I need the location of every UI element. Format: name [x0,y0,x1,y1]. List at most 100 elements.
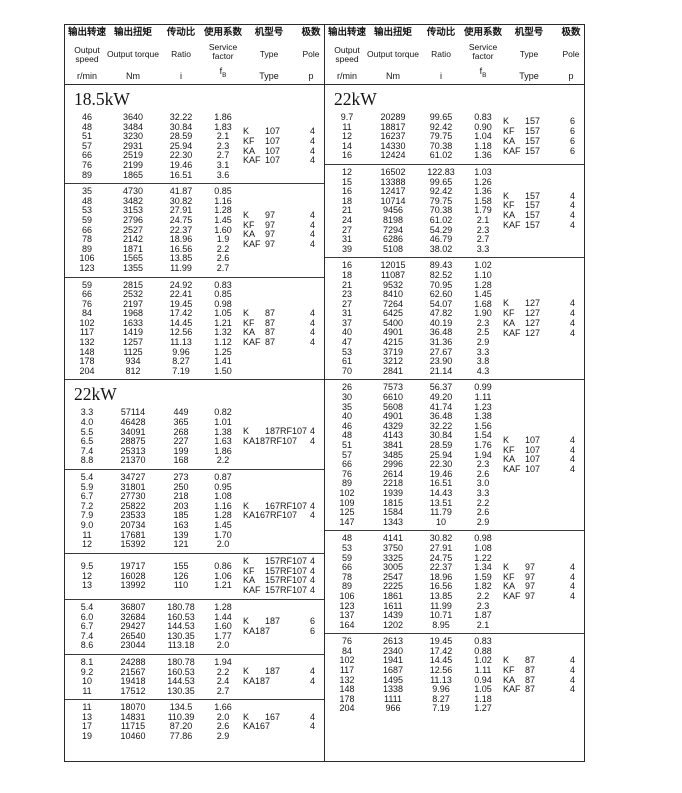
torque-value: 3841 [382,440,404,450]
ratio-value: 185 [173,510,189,521]
service-factor-value: 1.60 [214,224,232,235]
service-factor-value: 1.05 [214,308,232,319]
speed-value: 16 [341,186,352,197]
torque-value: 21567 [120,666,146,677]
type-size: 107 [265,125,281,136]
type-name: KAF [503,591,521,602]
torque-value: 1439 [382,610,404,621]
ratio-value: 11.13 [170,337,192,348]
type-group: K 187 6 KA187 6 [243,616,324,637]
type-size: 157 [525,145,541,156]
pole-value: 4 [310,585,316,596]
type-size: 127 [525,298,541,309]
numeric-rows: 9.5 19717 155 0.86 12 16028 126 1.06 13 13992 110 1… [67,561,243,591]
service-factor-value: 0.95 [214,481,232,492]
speed-value: 66 [81,224,92,235]
ratio-value: 54.29 [429,224,453,235]
header-cell-service-factor: 使用系数 Service factor fB [463,28,503,81]
speed-value: 178 [339,693,355,704]
speed-value: 204 [339,703,355,714]
torque-value: 4143 [382,430,404,441]
torque-value: 5108 [382,243,404,254]
torque-value: 3005 [382,562,404,573]
speed-value: 11 [82,685,92,696]
type-name: KA [243,229,256,240]
service-factor-value: 1.94 [214,656,232,667]
type-group: K 97 4 KF 97 4 KA 97 4 KAF 97 4 [503,562,584,602]
type-group: K 187RF107 4 KA187RF107 4 [243,427,324,447]
speed-value: 12 [341,166,352,177]
service-factor-value: 0.85 [214,186,232,197]
service-factor-value: 1.01 [214,417,232,428]
torque-value: 1871 [122,243,144,254]
service-factor-value: 2.7 [216,262,230,273]
service-factor-value: 1.59 [474,571,492,582]
torque-value: 18070 [120,702,146,713]
service-factor-value: 1.60 [214,621,232,632]
type-name: K [243,666,250,677]
speed-value: 13 [81,711,92,722]
torque-value: 31801 [120,481,146,492]
torque-value: 14831 [120,711,146,722]
service-factor-value: 1.56 [474,420,492,431]
pole-value: 4 [310,676,316,687]
header-label-cn: 输出转速 [327,27,366,38]
speed-value: 70 [341,365,352,376]
service-factor-value: 2.7 [216,150,230,161]
speed-value: 132 [79,337,95,348]
torque-value: 934 [125,356,141,367]
header-unit: r/min [337,71,357,81]
ratio-value: 40.19 [429,317,453,328]
ratio-value: 47.82 [429,308,453,319]
torque-value: 4215 [382,337,404,348]
torque-value: 1125 [123,346,143,357]
type-name: KA [503,135,516,146]
ratio-value: 18.96 [429,571,453,582]
numeric-rows: 16 12015 89.43 1.02 18 11087 82.52 1.10 21 9532 70… [327,261,503,376]
torque-value: 12424 [380,150,406,161]
type-row: KAF 107 4 [243,156,324,166]
header-label-en: Output speed [334,44,360,64]
type-size: 157 [525,190,541,201]
speed-value: 57 [81,140,92,151]
torque-value: 2218 [382,478,404,489]
service-factor-value: 2.2 [476,497,490,508]
ratio-value: 31.36 [429,337,453,348]
section-title: 22kW [334,89,377,109]
header-cell-type: 机型号 Type Type [243,28,295,82]
type-name: KF [503,664,515,675]
pole-value: 4 [310,155,316,166]
speed-value: 11 [82,529,92,540]
ratio-value: 22.41 [169,289,193,300]
service-factor-value: 1.79 [474,205,492,216]
pole-value: 4 [310,575,316,586]
service-factor-value: 2.3 [216,140,230,151]
type-name: K [243,125,250,136]
service-factor-value: 1.25 [214,346,232,357]
ratio-value: 7.19 [172,365,190,376]
data-block: 76 2613 19.45 0.83 84 2340 17.42 0.88 102 1941 14.… [325,633,584,717]
service-factor-value: 1.22 [474,552,492,563]
data-block: 3.3 57114 449 0.82 4.0 46428 365 1.01 5.5 34091 26… [65,405,324,469]
data-block: 48 4141 30.82 0.98 53 3750 27.91 1.08 59 3325 24.7… [325,530,584,633]
type-name: K [503,298,510,309]
ratio-value: 168 [173,455,189,466]
service-factor-value: 2.3 [476,224,490,235]
pole-value: 4 [570,308,576,319]
speed-value: 46 [81,112,92,122]
service-factor-value: 1.26 [474,176,492,187]
type-row: KA187 6 [243,626,324,637]
type-name: KAF [503,327,521,338]
torque-value: 2199 [122,159,144,170]
torque-value: 7573 [382,382,404,393]
speed-value: 78 [341,571,352,582]
speed-value: 48 [81,195,92,206]
type-name: KA [243,327,256,338]
torque-value: 14330 [380,140,406,151]
ratio-value: 16.51 [429,478,453,489]
pole-value: 6 [570,126,576,137]
type-row: KAF 157 6 [503,145,584,157]
type-row: KF 157 6 [503,126,584,137]
type-name: KAF [243,239,261,250]
numeric-rows: 5.4 34727 273 0.87 5.9 31801 250 0.95 6.7 27730 21… [67,472,243,550]
